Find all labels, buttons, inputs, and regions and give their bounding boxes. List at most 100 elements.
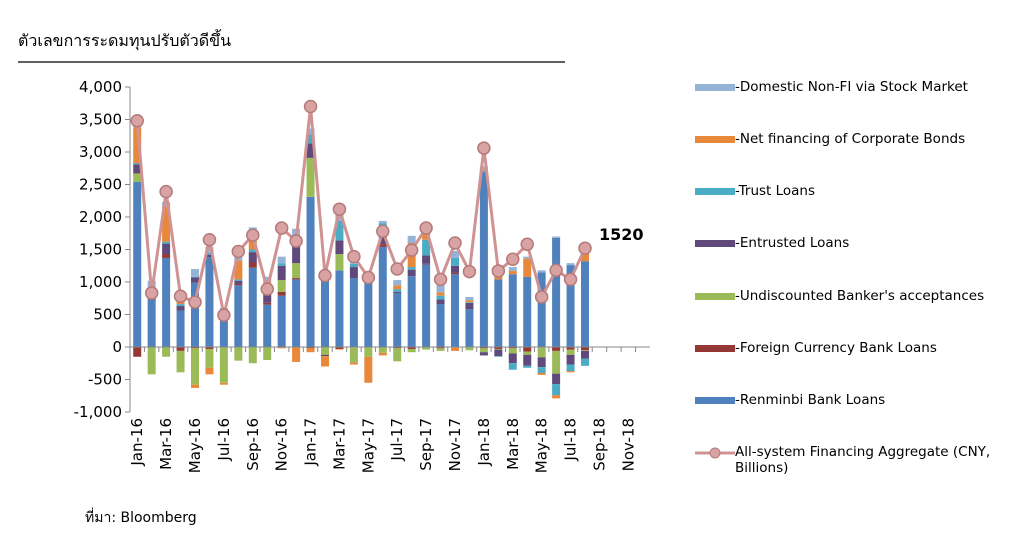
- bar-segment: [306, 196, 315, 347]
- line-marker: [361, 270, 376, 285]
- bar-segment: [263, 347, 272, 360]
- bar-segment: [292, 263, 301, 279]
- line-marker: [477, 141, 491, 155]
- bar-segment: [422, 230, 431, 240]
- bar-segment: [581, 358, 589, 366]
- bar-segment: [335, 214, 344, 221]
- bar-segment: [234, 283, 243, 286]
- bar-segment: [292, 347, 301, 362]
- x-tick-label: Mar-18: [504, 418, 522, 470]
- bar-segment: [335, 254, 344, 271]
- line-marker: [246, 228, 260, 242]
- bar-segment: [508, 270, 517, 275]
- y-tick-label: 4,000: [79, 78, 122, 96]
- legend-swatch: [695, 293, 735, 300]
- line-marker: [332, 202, 347, 216]
- bar-segment: [537, 367, 546, 373]
- x-tick-label: Nov-17: [446, 418, 464, 471]
- bar-segment: [277, 347, 286, 349]
- bar-segment: [277, 280, 286, 292]
- legend-line: [695, 447, 735, 459]
- x-tick-label: Nov-18: [619, 418, 637, 471]
- bar-segment: [306, 143, 315, 158]
- bar-segment: [552, 350, 561, 374]
- line-marker: [217, 308, 231, 322]
- y-tick-label: -1,000: [74, 403, 122, 421]
- bar-segment: [378, 236, 387, 245]
- bar-segment: [451, 274, 459, 347]
- line-marker: [318, 268, 332, 283]
- line-marker: [520, 237, 534, 252]
- bar-segment: [292, 279, 301, 347]
- bar-segment: [465, 347, 474, 351]
- bar-segment: [523, 354, 532, 366]
- bar-segment: [349, 362, 358, 365]
- bar-segment: [494, 356, 503, 357]
- bar-segment: [378, 220, 387, 224]
- line-marker: [303, 99, 318, 114]
- legend-item: -Net financing of Corporate Bonds: [695, 131, 1015, 147]
- bar-segment: [393, 348, 402, 362]
- bar-segment: [205, 257, 214, 347]
- bar-segment: [479, 352, 488, 356]
- bar-segment: [523, 258, 532, 277]
- x-tick-label: May-16: [186, 418, 204, 473]
- bar-segment: [422, 264, 431, 347]
- legend-item: -Renminbi Bank Loans: [695, 392, 1015, 408]
- line-marker: [376, 224, 390, 239]
- bar-segment: [205, 367, 214, 375]
- bar-segment: [162, 241, 171, 244]
- bar-segment: [407, 235, 416, 243]
- bar-segment: [248, 267, 257, 347]
- bar-segment: [537, 270, 546, 273]
- line-marker: [419, 221, 433, 235]
- y-tick-label: 2,500: [79, 176, 122, 194]
- bar-segment: [133, 164, 142, 174]
- bar-segment: [436, 347, 445, 349]
- bar-segment: [451, 250, 459, 258]
- bar-segment: [219, 317, 228, 347]
- bar-segment: [378, 352, 387, 356]
- legend-swatch: [695, 397, 735, 404]
- y-tick-label: -500: [88, 371, 122, 389]
- bar-segment: [234, 279, 243, 281]
- bar-segment: [364, 347, 373, 357]
- bar-segment: [451, 272, 459, 275]
- line-marker: [188, 295, 202, 309]
- source: ที่มา: Bloomberg: [85, 508, 197, 526]
- x-tick-label: Jul-16: [215, 418, 233, 462]
- bar-segment: [349, 347, 358, 363]
- x-tick-label: Mar-17: [330, 418, 348, 470]
- bar-segment: [162, 254, 171, 258]
- line-marker: [390, 262, 404, 276]
- bar-segment: [393, 293, 402, 347]
- bar-segment: [147, 347, 156, 375]
- bar-segment: [436, 348, 445, 351]
- legend-swatch: [695, 240, 735, 247]
- line-marker: [260, 282, 274, 296]
- bar-segment: [306, 128, 315, 135]
- bar-segment: [494, 276, 503, 280]
- bar-segment: [277, 295, 286, 347]
- bar-segment: [465, 296, 474, 301]
- legend-swatch: [695, 345, 735, 352]
- bar-segment: [133, 181, 142, 347]
- bar-segment: [321, 356, 329, 367]
- line-marker: [448, 236, 462, 250]
- bar-segment: [176, 304, 185, 307]
- bar-segment: [465, 309, 474, 347]
- line-marker: [462, 264, 477, 279]
- bar-segment: [523, 351, 532, 355]
- bar-segment: [566, 354, 575, 365]
- bar-segment: [191, 269, 199, 277]
- bar-segment: [479, 347, 488, 349]
- x-tick-label: Nov-16: [273, 418, 291, 471]
- bar-segment: [162, 202, 171, 207]
- bar-segment: [335, 348, 344, 350]
- bar-segment: [205, 347, 214, 349]
- bar-segment: [306, 157, 315, 197]
- bar-segment: [465, 302, 474, 303]
- bar-segment: [234, 260, 243, 280]
